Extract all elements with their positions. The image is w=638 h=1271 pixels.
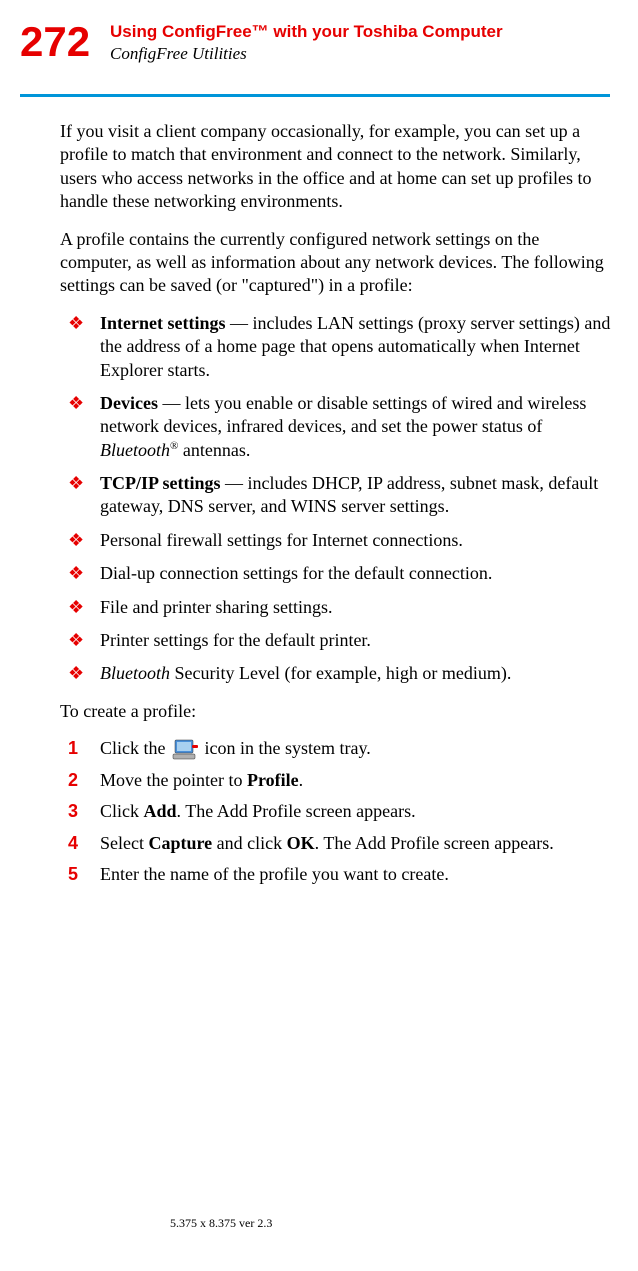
text: . [299,770,304,790]
chapter-subtitle: ConfigFree Utilities [110,44,247,64]
list-item-text: TCP/IP settings — includes DHCP, IP addr… [100,472,615,519]
bullet-list: ❖ Internet settings — includes LAN setti… [60,312,615,686]
chapter-title: Using ConfigFree™ with your Toshiba Comp… [110,22,503,42]
bullet-icon: ❖ [60,662,100,685]
list-item: ❖ Devices — lets you enable or disable s… [60,392,615,462]
text: Move the pointer to [100,770,247,790]
bullet-icon: ❖ [60,312,100,382]
bullet-icon: ❖ [60,529,100,552]
list-item-text: Bluetooth Security Level (for example, h… [100,662,615,685]
list-item: ❖ Internet settings — includes LAN setti… [60,312,615,382]
bold-text: TCP/IP settings [100,473,221,493]
list-item: ❖ Printer settings for the default print… [60,629,615,652]
text: Select [100,833,148,853]
list-item: 3 Click Add. The Add Profile screen appe… [60,800,615,823]
bullet-icon: ❖ [60,629,100,652]
list-item-text: Devices — lets you enable or disable set… [100,392,615,462]
bold-text: Profile [247,770,299,790]
bullet-icon: ❖ [60,392,100,462]
text: icon in the system tray. [200,738,371,758]
list-item: 4 Select Capture and click OK. The Add P… [60,832,615,855]
list-item-text: Move the pointer to Profile. [100,769,615,792]
list-item-text: Internet settings — includes LAN setting… [100,312,615,382]
page-number: 272 [20,18,90,66]
list-item: ❖ TCP/IP settings — includes DHCP, IP ad… [60,472,615,519]
main-content: If you visit a client company occasional… [60,120,615,895]
footer-text: 5.375 x 8.375 ver 2.3 [170,1216,272,1231]
step-number: 3 [60,800,100,823]
bold-text: Add [144,801,177,821]
bold-text: Devices [100,393,158,413]
list-item-text: Dial-up connection settings for the defa… [100,562,615,585]
bullet-icon: ❖ [60,472,100,519]
numbered-list: 1 Click the icon in the system tray. 2 M… [60,737,615,886]
step-number: 5 [60,863,100,886]
list-item: ❖ Bluetooth Security Level (for example,… [60,662,615,685]
list-item-text: File and printer sharing settings. [100,596,615,619]
text: and click [212,833,286,853]
step-number: 2 [60,769,100,792]
paragraph: If you visit a client company occasional… [60,120,615,214]
list-item-text: Click Add. The Add Profile screen appear… [100,800,615,823]
step-number: 4 [60,832,100,855]
list-item: ❖ Personal firewall settings for Interne… [60,529,615,552]
paragraph: A profile contains the currently configu… [60,228,615,298]
step-number: 1 [60,737,100,761]
text: antennas. [178,440,250,460]
list-item-text: Printer settings for the default printer… [100,629,615,652]
italic-text: Bluetooth [100,440,170,460]
bullet-icon: ❖ [60,596,100,619]
bold-text: Internet settings [100,313,225,333]
text: Click [100,801,144,821]
header-rule [20,94,610,97]
text: . The Add Profile screen appears. [315,833,554,853]
list-item-text: Personal firewall settings for Internet … [100,529,615,552]
list-item: 1 Click the icon in the system tray. [60,737,615,761]
list-item-text: Select Capture and click OK. The Add Pro… [100,832,615,855]
text: — lets you enable or disable settings of… [100,393,586,436]
list-item: 5 Enter the name of the profile you want… [60,863,615,886]
bullet-icon: ❖ [60,562,100,585]
list-item: ❖ Dial-up connection settings for the de… [60,562,615,585]
paragraph: To create a profile: [60,700,615,723]
list-item: ❖ File and printer sharing settings. [60,596,615,619]
list-item-text: Click the icon in the system tray. [100,737,615,761]
computer-icon [172,739,198,761]
list-item-text: Enter the name of the profile you want t… [100,863,615,886]
italic-text: Bluetooth [100,663,170,683]
text: . The Add Profile screen appears. [177,801,416,821]
bold-text: Capture [148,833,212,853]
bold-text: OK [287,833,315,853]
list-item: 2 Move the pointer to Profile. [60,769,615,792]
text: Click the [100,738,170,758]
text: Security Level (for example, high or med… [170,663,511,683]
